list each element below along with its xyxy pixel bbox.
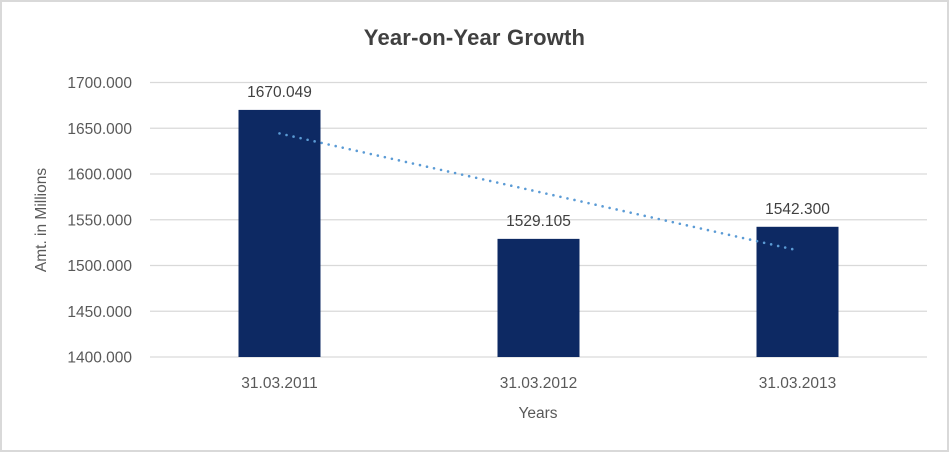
y-tick-label: 1400.000 xyxy=(67,350,132,367)
x-tick-label: 31.03.2012 xyxy=(500,375,578,392)
y-tick-label: 1450.000 xyxy=(67,304,132,321)
chart-title: Year-on-Year Growth xyxy=(363,25,586,50)
y-tick-label: 1600.000 xyxy=(67,167,132,184)
bar xyxy=(238,109,321,357)
x-tick-label: 31.03.2013 xyxy=(759,375,837,392)
y-tick-label: 1700.000 xyxy=(67,75,132,92)
bar-value-label: 1542.300 xyxy=(765,201,830,218)
bar xyxy=(497,238,580,357)
y-tick-label: 1650.000 xyxy=(67,121,132,138)
x-axis-title: Years xyxy=(518,405,558,422)
bar-value-label: 1670.049 xyxy=(247,84,312,101)
bar xyxy=(756,226,839,357)
y-tick-label: 1500.000 xyxy=(67,258,132,275)
bar-value-label: 1529.105 xyxy=(506,213,571,230)
trendline xyxy=(278,132,799,252)
x-tick-label: 31.03.2011 xyxy=(241,375,317,392)
y-tick-label: 1550.000 xyxy=(67,212,132,229)
